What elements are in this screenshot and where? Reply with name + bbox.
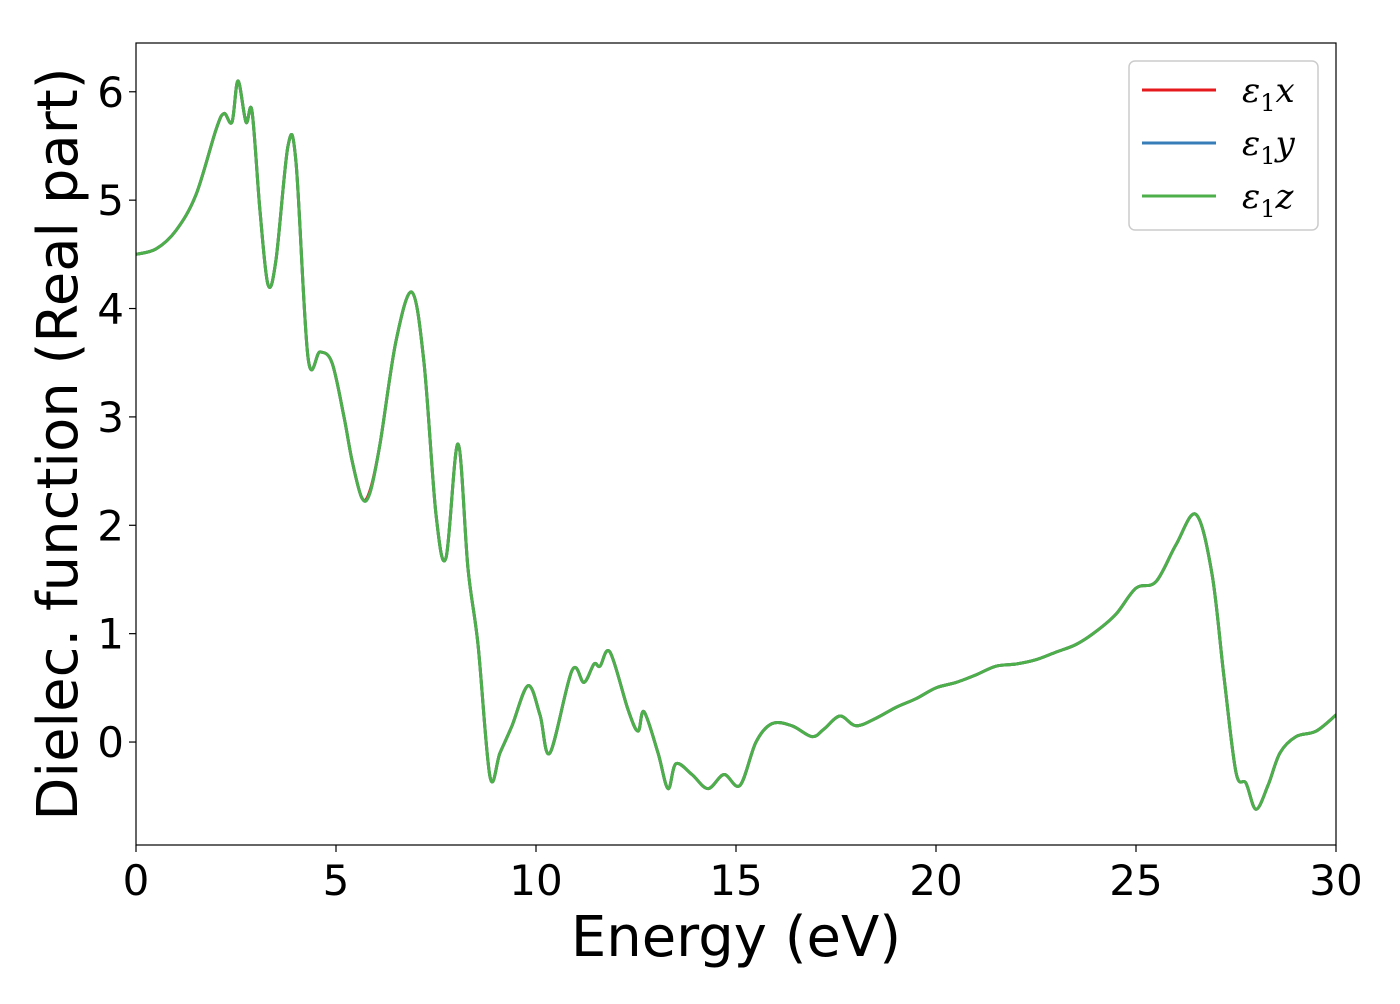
x-tick-label: 30	[1309, 856, 1362, 905]
legend-box	[1128, 60, 1319, 231]
x-tick-label: 15	[709, 856, 762, 905]
y-tick-label: 6	[97, 68, 124, 117]
x-tick-label: 25	[1109, 856, 1162, 905]
x-axis-label: Energy (eV)	[571, 905, 901, 970]
y-tick-label: 4	[97, 285, 124, 334]
x-tick-label: 10	[509, 856, 562, 905]
y-tick-label: 0	[97, 718, 124, 767]
x-tick-label: 20	[909, 856, 962, 905]
legend-label-y: ε1y	[1242, 124, 1296, 170]
series-line-z	[136, 79, 1336, 811]
y-tick-label: 5	[97, 176, 124, 225]
plot-area	[135, 42, 1337, 846]
legend: ε1x ε1y ε1z	[1128, 60, 1319, 231]
x-axis-ticks: 0 5 10 15 20 25 30	[123, 845, 1363, 905]
x-tick-label: 5	[323, 856, 350, 905]
y-tick-label: 3	[97, 393, 124, 442]
y-axis-ticks: 0 1 2 3 4 5 6	[97, 68, 136, 767]
x-tick-label: 0	[123, 856, 150, 905]
y-axis-label: Dielec. function (Real part)	[26, 67, 91, 820]
y-tick-label: 1	[97, 610, 124, 659]
series-lines	[136, 79, 1336, 811]
legend-label-z: ε1z	[1242, 177, 1295, 223]
legend-label-x: ε1x	[1242, 71, 1295, 117]
y-tick-label: 2	[97, 501, 124, 550]
